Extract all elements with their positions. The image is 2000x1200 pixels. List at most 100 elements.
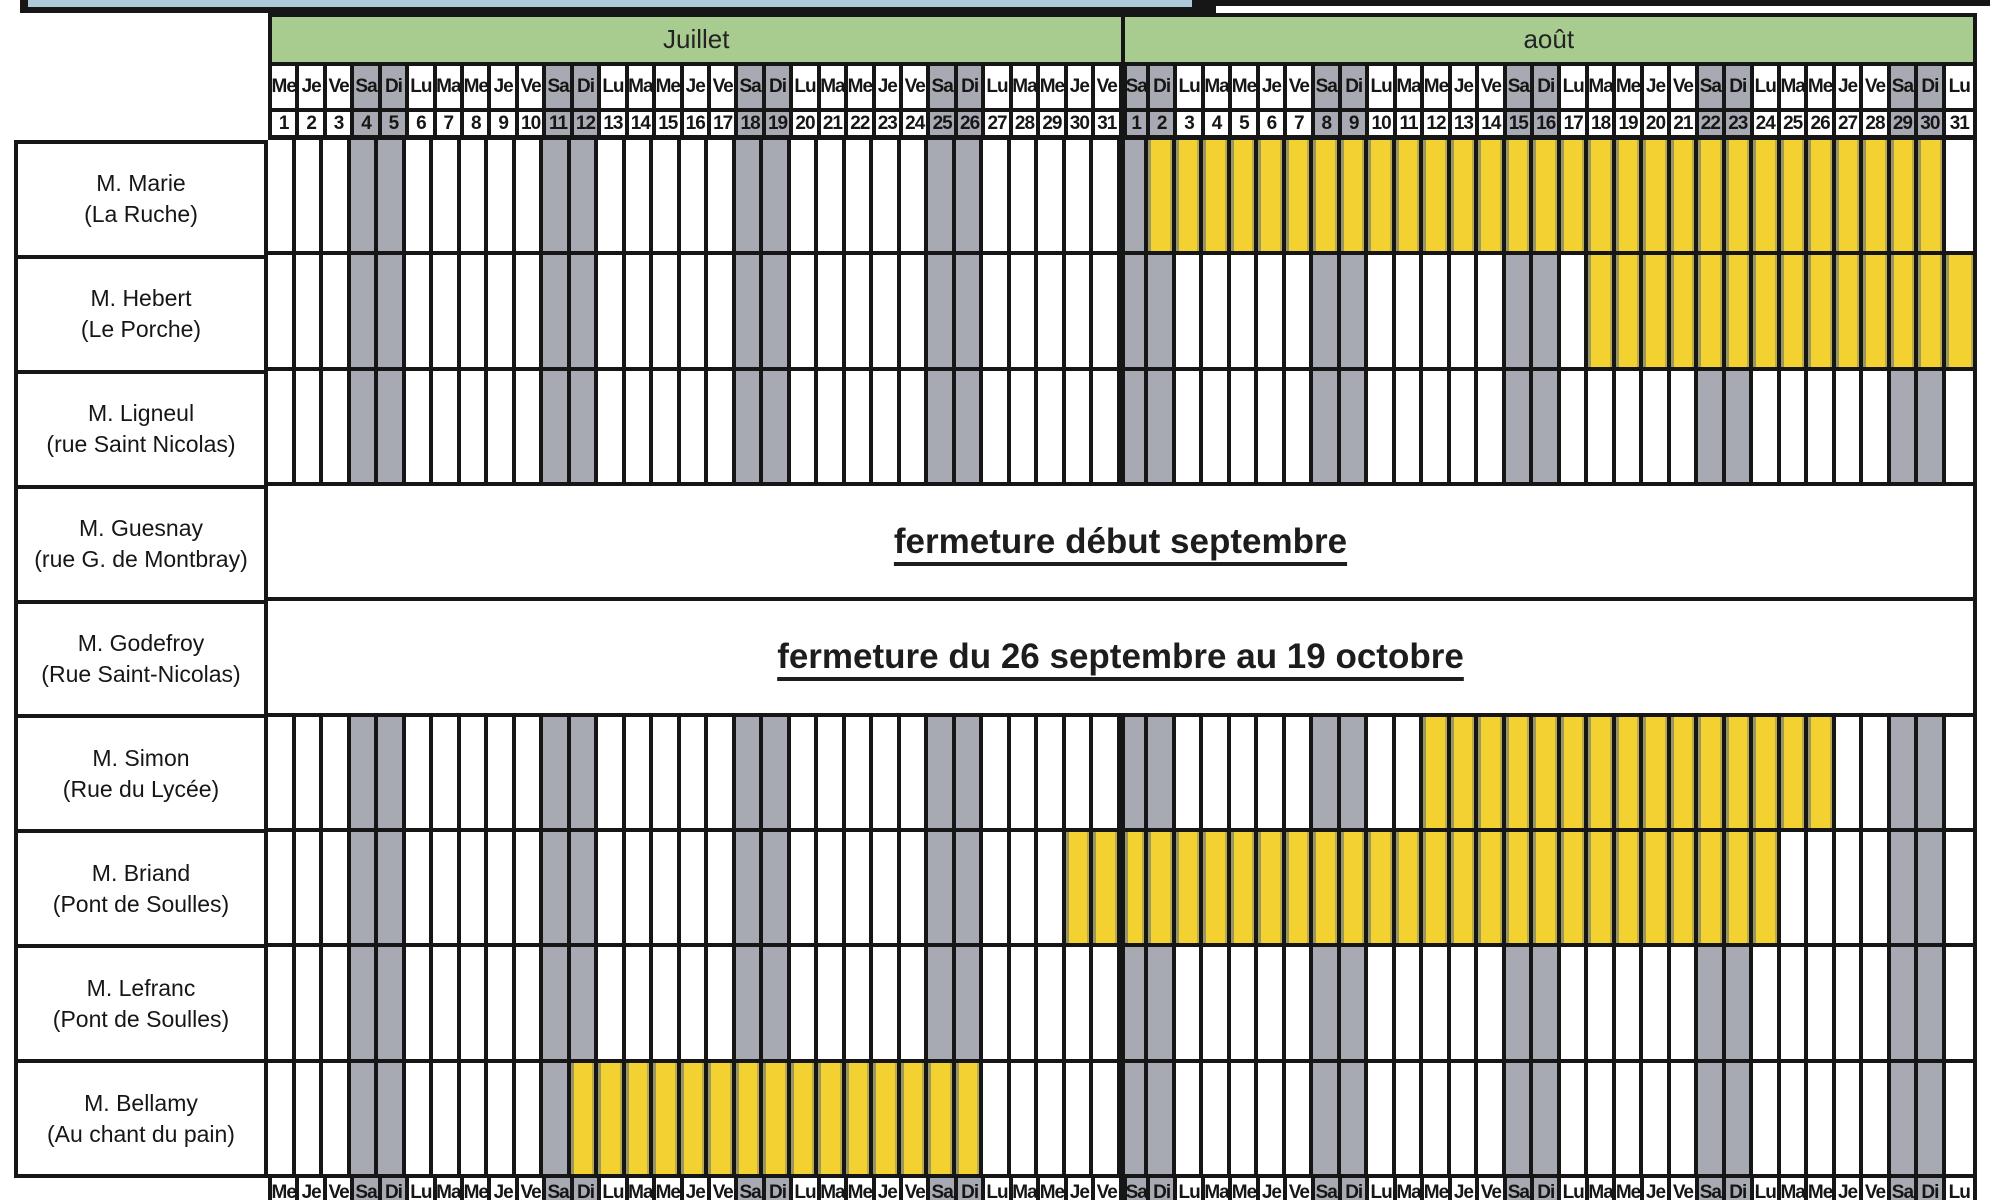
closure-day-cell	[1340, 831, 1368, 944]
baker-shop: (Au chant du pain)	[47, 1120, 235, 1147]
schedule-row	[268, 831, 1973, 948]
weekday-header-cell: Je	[1643, 66, 1672, 108]
baker-name: M. Bellamy	[84, 1089, 198, 1116]
weekday-header-cell: Di	[573, 1178, 602, 1200]
day-cell	[1093, 255, 1121, 367]
day-cell	[1423, 255, 1451, 367]
day-cell	[598, 370, 626, 482]
day-number-cell: 18	[1588, 112, 1617, 135]
day-cell	[763, 255, 791, 367]
day-cell	[1120, 716, 1148, 828]
day-cell	[570, 140, 598, 252]
day-cell	[543, 140, 571, 252]
weekday-header-cell: Di	[765, 66, 794, 108]
day-cell	[1038, 140, 1066, 252]
day-number-cell: 21	[820, 112, 849, 135]
day-cell	[1258, 1062, 1286, 1174]
day-cell	[818, 140, 846, 252]
day-cell	[955, 831, 983, 944]
day-cell	[598, 831, 626, 944]
day-cell	[515, 140, 543, 252]
day-cell	[1890, 370, 1918, 482]
closure-day-cell	[1588, 831, 1616, 944]
day-cell	[1533, 1062, 1561, 1174]
day-number-cell: 4	[354, 112, 382, 135]
day-number-cell: 25	[1780, 112, 1809, 135]
day-cell	[680, 140, 708, 252]
day-cell	[1093, 716, 1121, 828]
day-number-cell: 13	[1451, 112, 1480, 135]
day-cell	[543, 1062, 571, 1174]
day-cell	[1313, 255, 1341, 367]
day-cell	[1368, 947, 1396, 1059]
day-cell	[983, 140, 1011, 252]
day-cell	[763, 370, 791, 482]
day-cell	[1065, 1062, 1093, 1174]
day-cell	[295, 370, 323, 482]
day-number-cell: 31	[1945, 112, 1973, 135]
day-cell	[1560, 947, 1588, 1059]
day-cell	[1038, 947, 1066, 1059]
schedule-rows-area: fermeture début septembre fermeture du 26…	[268, 140, 1977, 1178]
day-cell	[1478, 947, 1506, 1059]
day-cell	[1203, 255, 1231, 367]
weekday-header-cell: Sa	[1506, 1178, 1535, 1200]
day-cell	[845, 255, 873, 367]
day-cell	[488, 370, 516, 482]
day-number-cell: 4	[1204, 112, 1233, 135]
weekday-header-cell: Di	[1918, 66, 1946, 108]
closure-day-cell	[1423, 716, 1451, 828]
day-cell	[350, 716, 378, 828]
closure-day-cell	[1478, 140, 1506, 252]
day-cell	[653, 140, 681, 252]
day-cell	[1588, 947, 1616, 1059]
day-cell	[625, 370, 653, 482]
day-cell	[873, 370, 901, 482]
closure-day-cell	[1230, 831, 1258, 944]
day-cell	[1588, 1062, 1616, 1174]
day-cell	[708, 140, 736, 252]
day-cell	[955, 947, 983, 1059]
weekday-header-cell: Di	[1534, 66, 1562, 108]
day-number-cell: 29	[1040, 112, 1068, 135]
day-number-cell: 30	[1918, 112, 1946, 135]
day-cell	[323, 1062, 351, 1174]
weekday-header-cell: Lu	[985, 66, 1013, 108]
baker-name: M. Godefroy	[77, 630, 205, 656]
day-cell	[1918, 716, 1946, 828]
closure-note-text: fermeture du 26 septembre au 19 octobre	[777, 636, 1464, 676]
day-cell	[955, 716, 983, 828]
day-cell	[653, 831, 681, 944]
closure-day-cell	[873, 1062, 901, 1174]
baker-shop: (Pont de Soulles)	[52, 890, 230, 917]
closure-day-cell	[1258, 140, 1286, 252]
weekday-header-cell: Je	[683, 66, 711, 108]
day-cell	[1065, 255, 1093, 367]
closure-day-cell	[598, 1062, 626, 1174]
day-cell	[1725, 947, 1753, 1059]
closure-day-cell	[1368, 831, 1396, 944]
day-cell	[488, 1062, 516, 1174]
weekday-header-cell: Me	[464, 66, 492, 108]
month-label-aout: août	[1523, 24, 1575, 54]
day-number-cell: 1	[1122, 112, 1150, 135]
weekday-header-cell: Ve	[326, 1178, 355, 1200]
day-cell	[928, 947, 956, 1059]
day-cell	[1890, 1062, 1918, 1174]
day-cell	[1368, 370, 1396, 482]
day-number-cell: 24	[1753, 112, 1781, 135]
month-header-aout: août	[1120, 17, 1973, 62]
weekday-header-cell: Sa	[546, 1178, 574, 1200]
closure-day-cell	[1423, 140, 1451, 252]
closure-day-cell	[1808, 255, 1836, 367]
weekday-header-cell: Sa	[1122, 66, 1150, 108]
day-number-cell: 6	[409, 112, 437, 135]
closure-day-cell	[1670, 255, 1698, 367]
day-cell	[295, 140, 323, 252]
weekday-header-cell: Ma	[820, 66, 849, 108]
day-cell	[515, 831, 543, 944]
day-cell	[763, 716, 791, 828]
baker-name: M. Lefranc	[86, 974, 196, 1001]
day-number-cell: 11	[546, 112, 574, 135]
